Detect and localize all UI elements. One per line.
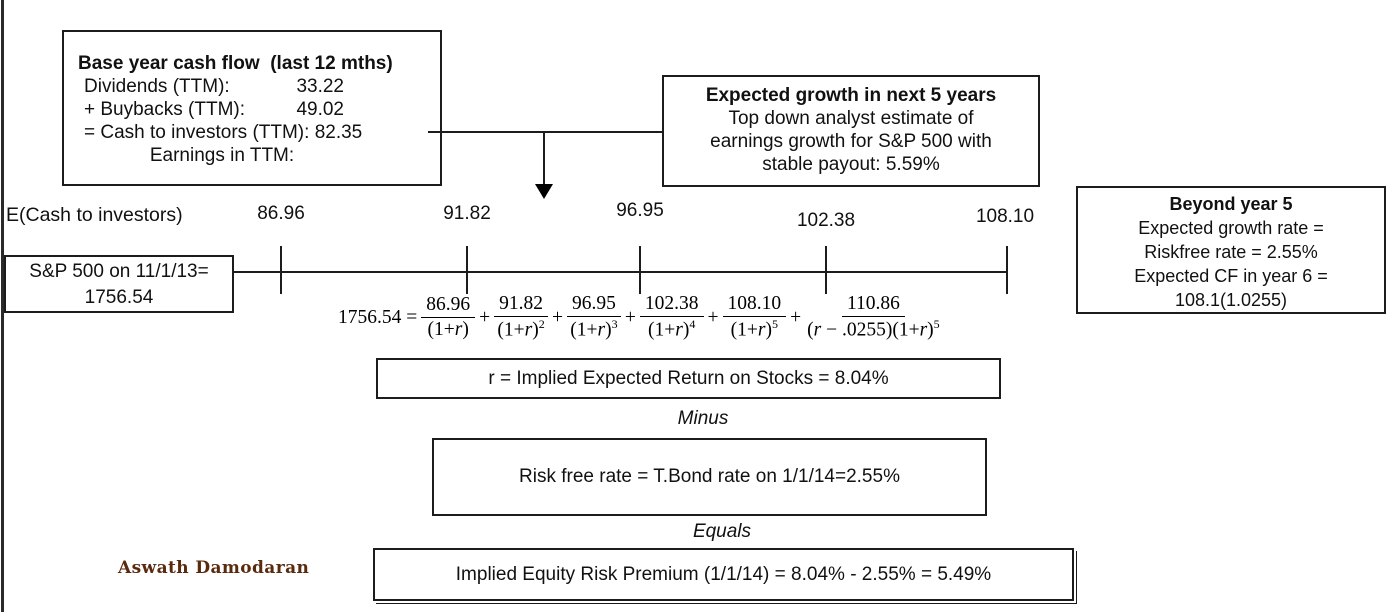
timeline-tick <box>639 246 641 294</box>
formula-fraction: 91.82 (1+r)2 <box>494 293 548 342</box>
formula-plus-sign: + <box>552 306 563 328</box>
timeline-value-year2: 91.82 <box>443 203 491 224</box>
buybacks-value: 49.02 <box>296 99 344 120</box>
formula-plus-sign: + <box>624 306 636 328</box>
formula-fraction: 110.86 (r − .0255)(1+r)5 <box>807 293 940 341</box>
timeline-value-year3: 96.95 <box>616 200 664 221</box>
beyond-year5-title: Beyond year 5 <box>1169 194 1293 214</box>
connector-horizontal-line <box>428 131 662 133</box>
timeline-axis <box>233 271 1008 273</box>
formula-fraction: 102.38 (1+r)4 <box>639 293 704 342</box>
formula-plus-sign: + <box>479 306 491 328</box>
equals-operator-label: Equals <box>692 521 752 542</box>
timeline-tick <box>280 246 282 294</box>
formula-plus-sign: + <box>790 306 802 328</box>
slide-left-border <box>1 0 4 612</box>
implied-erp-text: Implied Equity Risk Premium (1/1/14) = 8… <box>455 563 992 585</box>
implied-return-box: r = Implied Expected Return on Stocks = … <box>376 358 1001 399</box>
author-name: Aswath Damodaran <box>118 558 310 578</box>
base-year-cashflow-box: Base year cash flow (last 12 mths) Divid… <box>62 30 442 186</box>
beyond-year5-box: Beyond year 5 Expected growth rate = Ris… <box>1076 186 1386 314</box>
beyond-year5-line: Riskfree rate = 2.55% <box>1144 242 1318 262</box>
formula-fraction: 108.10 (1+r)5 <box>722 293 787 342</box>
timeline-tick <box>825 246 827 294</box>
formula-lhs: 1756.54 = <box>338 306 418 328</box>
timeline-value-year1: 86.96 <box>257 203 305 224</box>
implied-erp-box: Implied Equity Risk Premium (1/1/14) = 8… <box>373 548 1074 601</box>
expected-growth-line: earnings growth for S&P 500 with <box>710 131 992 152</box>
formula-fraction: 86.96 (1+r) <box>421 294 476 342</box>
beyond-year5-line: Expected CF in year 6 = <box>1134 266 1328 286</box>
expected-growth-title: Expected growth in next 5 years <box>705 85 997 106</box>
expected-growth-line: stable payout: 5.59% <box>762 154 940 175</box>
implied-return-text: r = Implied Expected Return on Stocks = … <box>488 367 889 389</box>
beyond-year5-line: 108.1(1.0255) <box>1174 290 1288 310</box>
cashflow-row-buybacks: + Buybacks (TTM): 49.02 <box>64 98 440 121</box>
timeline-value-year4: 102.38 <box>796 210 856 231</box>
formula-fraction: 96.95 (1+r)3 <box>567 293 621 342</box>
minus-operator-label: Minus <box>677 408 729 429</box>
earnings-line: Earnings in TTM: <box>149 145 295 166</box>
base-year-title: Base year cash flow (last 12 mths) <box>78 53 393 74</box>
expected-growth-line: Top down analyst estimate of <box>728 108 974 129</box>
dcf-formula: 1756.54 = 86.96 (1+r) +91.82 (1+r)2 +96.95 (1… <box>338 293 942 342</box>
formula-plus-sign: + <box>707 306 719 328</box>
expected-cash-label: E(Cash to investors) <box>6 204 183 226</box>
timeline-value-year5: 108.10 <box>975 206 1035 227</box>
dividends-value: 33.22 <box>296 76 344 97</box>
riskfree-rate-box: Risk free rate = T.Bond rate on 1/1/14=2… <box>432 438 987 516</box>
expected-growth-box: Expected growth in next 5 years Top down… <box>662 75 1040 187</box>
sp500-level-box: S&P 500 on 11/1/13= 1756.54 <box>4 255 234 313</box>
riskfree-rate-text: Risk free rate = T.Bond rate on 1/1/14=2… <box>519 466 900 487</box>
timeline-tick <box>1006 246 1008 294</box>
sp500-line: S&P 500 on 11/1/13= <box>29 261 209 282</box>
beyond-year5-line: Expected growth rate = <box>1138 218 1324 238</box>
down-arrow-icon <box>535 184 553 199</box>
buybacks-label: + Buybacks (TTM): <box>84 99 245 120</box>
dcf-formula-terms: 86.96 (1+r) +91.82 (1+r)2 +96.95 (1+r)3 +102.3… <box>421 293 941 342</box>
cashflow-row-dividends: Dividends (TTM): 33.22 <box>64 75 440 98</box>
dividends-label: Dividends (TTM): <box>84 76 230 97</box>
timeline-tick <box>466 246 468 294</box>
down-arrow-stem <box>543 131 545 186</box>
cash-to-investors-line: = Cash to investors (TTM): 82.35 <box>84 122 363 143</box>
sp500-line: 1756.54 <box>84 287 154 308</box>
